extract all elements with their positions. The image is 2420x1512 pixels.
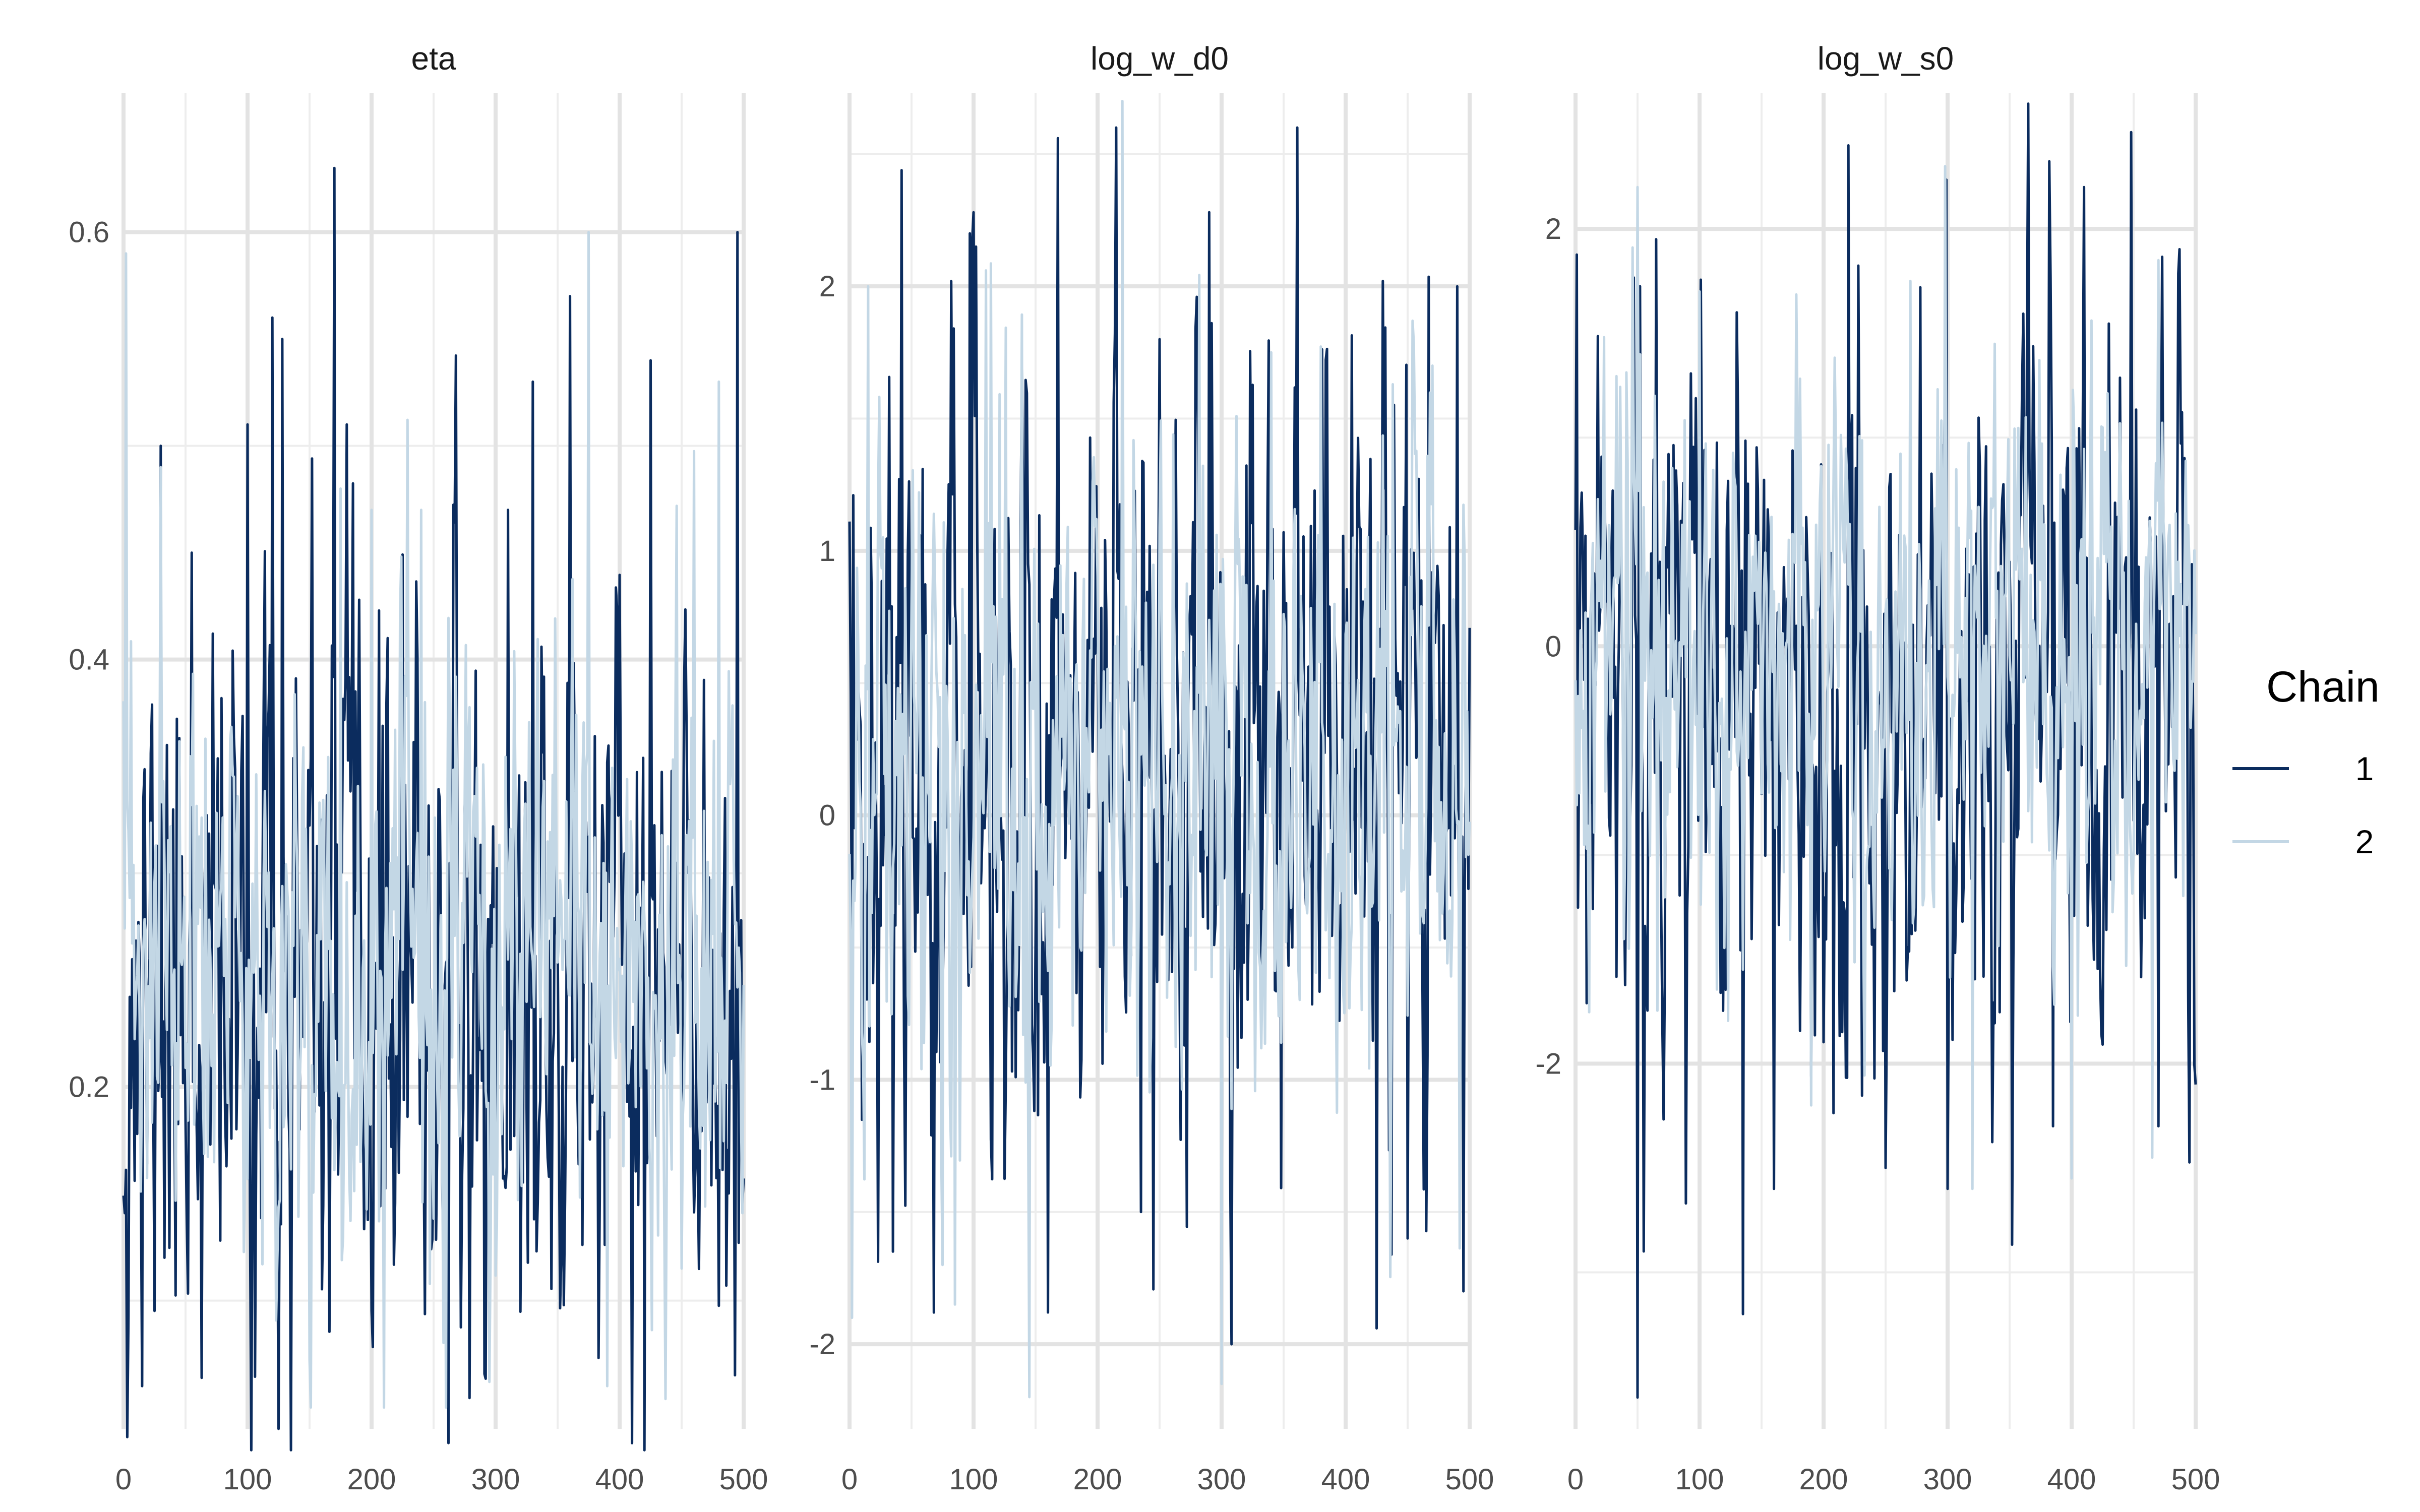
panel-log_w_s0: 0 100 200 300 400 500 -2 0 2 log_w_s0 xyxy=(1535,40,2220,1496)
y-tick-label: 0.6 xyxy=(69,216,109,249)
y-tick-label: -2 xyxy=(1535,1047,1561,1080)
trace-line-chain-2 xyxy=(1574,165,2197,1190)
legend-label: 1 xyxy=(2355,750,2374,787)
x-tick-label: 400 xyxy=(1321,1463,1370,1496)
y-tick-label: 0 xyxy=(1545,630,1561,663)
x-tick-label: 0 xyxy=(115,1463,132,1496)
trace-line-chain-2 xyxy=(848,100,1471,1399)
y-tick-label: 2 xyxy=(819,270,835,303)
legend-title: Chain xyxy=(2266,663,2380,711)
y-tick-label: 1 xyxy=(819,535,835,568)
x-tick-label: 200 xyxy=(1073,1463,1122,1496)
panel-log_w_d0: 0 100 200 300 400 500 -2 -1 0 1 2 log_w_d0 xyxy=(809,40,1494,1496)
x-tick-label: 200 xyxy=(1799,1463,1848,1496)
trace-line-chain-1 xyxy=(848,126,1471,1346)
x-tick-label: 300 xyxy=(1923,1463,1972,1496)
x-tick-label: 500 xyxy=(1445,1463,1494,1496)
legend-entry-chain-2: 2 xyxy=(2232,823,2374,860)
facet-title-log_w_s0: log_w_s0 xyxy=(1818,40,1954,77)
x-tick-label: 300 xyxy=(1197,1463,1246,1496)
y-tick-label: 2 xyxy=(1545,213,1561,245)
x-tick-label: 100 xyxy=(1675,1463,1724,1496)
facet-title-log_w_d0: log_w_d0 xyxy=(1091,40,1229,77)
y-tick-label: -2 xyxy=(809,1328,835,1361)
x-tick-label: 0 xyxy=(1567,1463,1584,1496)
x-tick-label: 100 xyxy=(223,1463,272,1496)
y-tick-label: 0 xyxy=(819,799,835,832)
facet-title-eta: eta xyxy=(411,40,456,77)
x-tick-label: 500 xyxy=(2171,1463,2220,1496)
y-tick-label: 0.4 xyxy=(69,644,109,676)
x-tick-label: 300 xyxy=(471,1463,520,1496)
x-tick-label: 400 xyxy=(595,1463,644,1496)
legend-entry-chain-1: 1 xyxy=(2232,750,2374,787)
legend-label: 2 xyxy=(2355,823,2374,860)
y-tick-label: -1 xyxy=(809,1063,835,1096)
panel-eta: 0 100 200 300 400 500 0.2 0.4 0.6 eta xyxy=(69,40,768,1496)
x-tick-label: 400 xyxy=(2047,1463,2096,1496)
x-tick-label: 200 xyxy=(347,1463,396,1496)
x-tick-label: 100 xyxy=(949,1463,998,1496)
y-tick-label: 0.2 xyxy=(69,1071,109,1104)
chain-legend: Chain 12 xyxy=(2232,663,2380,860)
trace-line-chain-2 xyxy=(122,231,745,1409)
x-tick-label: 0 xyxy=(841,1463,858,1496)
x-tick-label: 500 xyxy=(719,1463,768,1496)
legend-entries: 12 xyxy=(2232,750,2374,860)
